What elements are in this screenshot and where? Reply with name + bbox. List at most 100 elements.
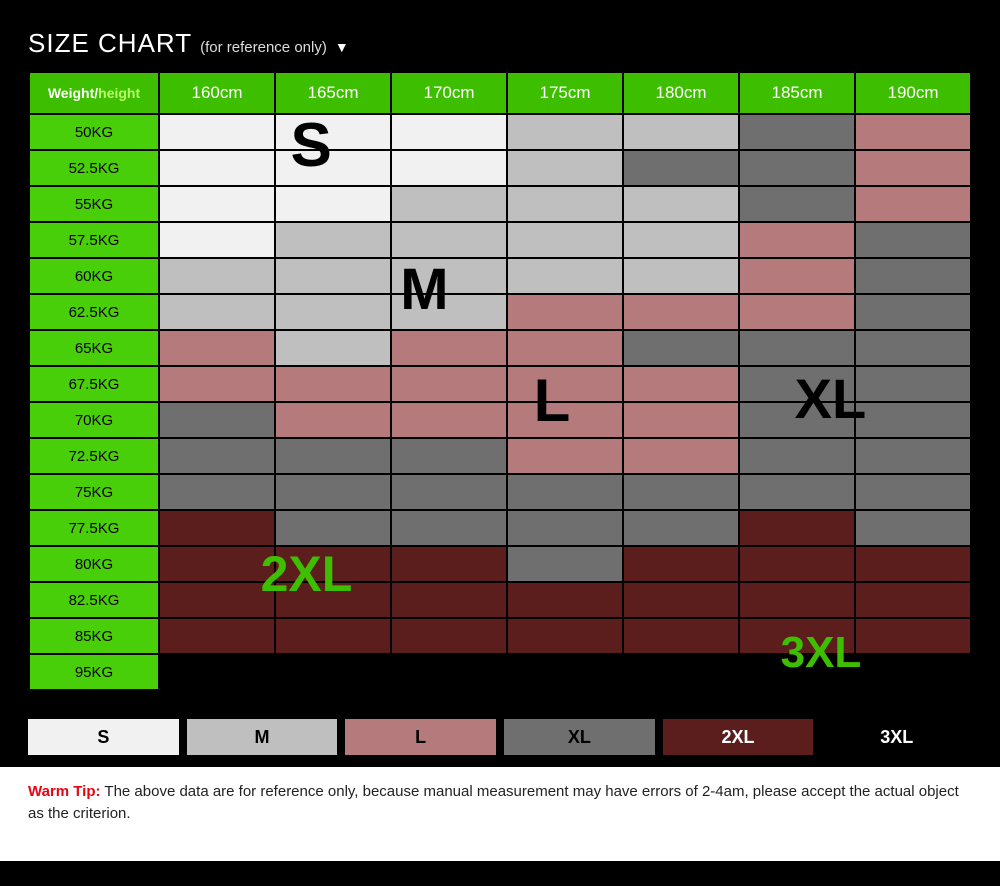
warm-tip: Warm Tip: The above data are for referen… bbox=[0, 767, 1000, 861]
size-cell bbox=[391, 150, 507, 186]
size-cell bbox=[739, 546, 855, 582]
size-cell bbox=[623, 618, 739, 654]
chevron-down-icon: ▼ bbox=[335, 39, 349, 55]
weight-header: 70KG bbox=[29, 402, 159, 438]
size-cell bbox=[739, 294, 855, 330]
size-cell bbox=[159, 222, 275, 258]
size-cell bbox=[739, 582, 855, 618]
size-cell bbox=[275, 402, 391, 438]
size-cell bbox=[391, 222, 507, 258]
size-cell bbox=[855, 510, 971, 546]
weight-header: 75KG bbox=[29, 474, 159, 510]
size-cell bbox=[855, 366, 971, 402]
size-cell bbox=[391, 510, 507, 546]
weight-header: 65KG bbox=[29, 330, 159, 366]
size-cell bbox=[507, 510, 623, 546]
size-cell bbox=[623, 258, 739, 294]
size-cell bbox=[739, 474, 855, 510]
size-cell bbox=[739, 114, 855, 150]
size-cell bbox=[507, 366, 623, 402]
size-cell bbox=[623, 222, 739, 258]
weight-header: 60KG bbox=[29, 258, 159, 294]
size-cell bbox=[739, 150, 855, 186]
size-cell bbox=[623, 330, 739, 366]
size-cell bbox=[855, 582, 971, 618]
size-cell bbox=[159, 366, 275, 402]
size-cell bbox=[275, 654, 391, 690]
weight-header: 77.5KG bbox=[29, 510, 159, 546]
size-cell bbox=[159, 438, 275, 474]
size-cell bbox=[275, 618, 391, 654]
size-cell bbox=[391, 618, 507, 654]
legend-swatch: L bbox=[345, 719, 496, 755]
weight-header: 95KG bbox=[29, 654, 159, 690]
size-cell bbox=[159, 294, 275, 330]
size-cell bbox=[507, 654, 623, 690]
size-cell bbox=[507, 582, 623, 618]
chart-holder: Weight/height160cm165cm170cm175cm180cm18… bbox=[28, 71, 972, 691]
weight-header: 52.5KG bbox=[29, 150, 159, 186]
size-cell bbox=[855, 474, 971, 510]
size-cell bbox=[159, 402, 275, 438]
size-cell bbox=[739, 402, 855, 438]
size-cell bbox=[623, 294, 739, 330]
height-header: 185cm bbox=[739, 72, 855, 114]
size-cell bbox=[391, 366, 507, 402]
size-table: Weight/height160cm165cm170cm175cm180cm18… bbox=[28, 71, 972, 691]
size-cell bbox=[391, 438, 507, 474]
corner-height: height bbox=[98, 85, 140, 101]
chart-header: SIZE CHART (for reference only) ▼ bbox=[0, 0, 1000, 71]
legend-swatch: 2XL bbox=[663, 719, 814, 755]
size-cell bbox=[507, 330, 623, 366]
chart-title: SIZE CHART bbox=[28, 28, 192, 59]
size-cell bbox=[391, 258, 507, 294]
size-cell bbox=[623, 654, 739, 690]
size-cell bbox=[507, 618, 623, 654]
size-cell bbox=[507, 546, 623, 582]
size-cell bbox=[159, 474, 275, 510]
size-cell bbox=[391, 294, 507, 330]
weight-header: 62.5KG bbox=[29, 294, 159, 330]
size-cell bbox=[275, 474, 391, 510]
weight-header: 50KG bbox=[29, 114, 159, 150]
size-cell bbox=[855, 150, 971, 186]
chart-area: Weight/height160cm165cm170cm175cm180cm18… bbox=[0, 71, 1000, 691]
weight-header: 80KG bbox=[29, 546, 159, 582]
size-cell bbox=[159, 258, 275, 294]
corner-weight: Weight bbox=[48, 85, 94, 101]
warm-tip-text: The above data are for reference only, b… bbox=[28, 783, 959, 822]
size-cell bbox=[623, 474, 739, 510]
size-cell bbox=[855, 222, 971, 258]
legend-row: SMLXL2XL3XL bbox=[0, 719, 1000, 755]
height-header: 160cm bbox=[159, 72, 275, 114]
size-cell bbox=[623, 114, 739, 150]
size-cell bbox=[159, 186, 275, 222]
size-cell bbox=[855, 330, 971, 366]
size-cell bbox=[275, 582, 391, 618]
size-cell bbox=[507, 186, 623, 222]
size-cell bbox=[507, 114, 623, 150]
size-cell bbox=[275, 186, 391, 222]
size-cell bbox=[275, 114, 391, 150]
weight-header: 82.5KG bbox=[29, 582, 159, 618]
size-cell bbox=[507, 402, 623, 438]
size-cell bbox=[855, 654, 971, 690]
size-chart-wrapper: SIZE CHART (for reference only) ▼ Weight… bbox=[0, 0, 1000, 861]
size-cell bbox=[623, 546, 739, 582]
height-header: 170cm bbox=[391, 72, 507, 114]
size-cell bbox=[739, 186, 855, 222]
size-cell bbox=[391, 474, 507, 510]
size-cell bbox=[623, 510, 739, 546]
size-cell bbox=[275, 222, 391, 258]
height-header: 175cm bbox=[507, 72, 623, 114]
size-cell bbox=[507, 474, 623, 510]
weight-header: 57.5KG bbox=[29, 222, 159, 258]
height-header: 190cm bbox=[855, 72, 971, 114]
size-cell bbox=[739, 366, 855, 402]
legend-swatch: M bbox=[187, 719, 338, 755]
size-cell bbox=[739, 618, 855, 654]
weight-header: 67.5KG bbox=[29, 366, 159, 402]
size-cell bbox=[275, 150, 391, 186]
size-cell bbox=[507, 258, 623, 294]
size-cell bbox=[855, 438, 971, 474]
